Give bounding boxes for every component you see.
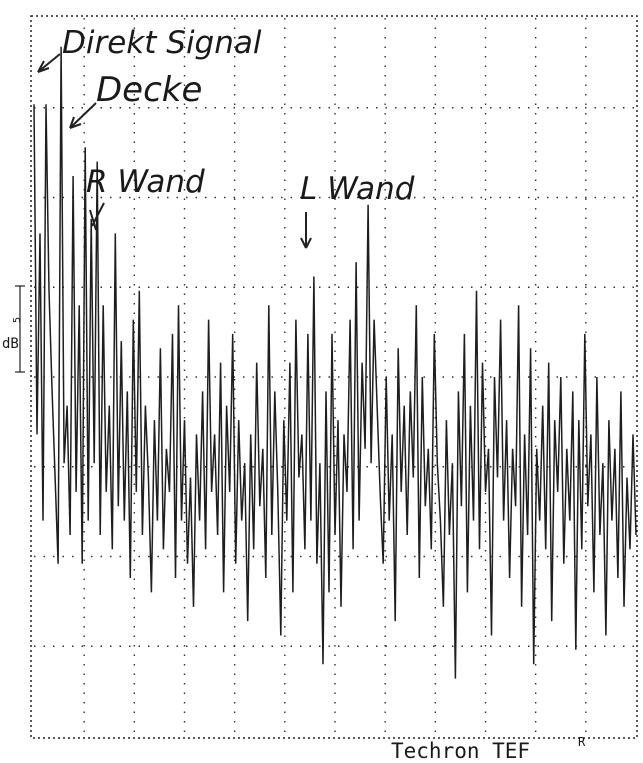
brand-label: Techron TEF R	[391, 735, 586, 763]
annotation-r-wand-label: R Wand	[86, 164, 205, 200]
annotation-l-wand: L Wand	[300, 171, 415, 249]
grid-dots	[34, 18, 636, 736]
annotation-r-wand: R Wand	[86, 164, 205, 231]
annotation-direkt-signal: Direkt Signal	[37, 25, 262, 73]
annotation-direkt-signal-label: Direkt Signal	[62, 25, 262, 61]
scale-unit-label: dB	[2, 336, 19, 352]
scale-marker: 5 dB	[2, 285, 25, 373]
signal-series-line	[33, 46, 637, 679]
signal-trace	[33, 46, 637, 679]
annotation-decke-label: Decke	[96, 70, 202, 110]
scale-value-label: 5	[12, 317, 23, 323]
annotation-decke: Decke	[69, 70, 202, 129]
brand-superscript: R	[578, 735, 586, 749]
brand-text: Techron TEF	[391, 739, 530, 763]
plot-frame	[30, 15, 638, 739]
annotation-l-wand-label: L Wand	[300, 171, 415, 207]
